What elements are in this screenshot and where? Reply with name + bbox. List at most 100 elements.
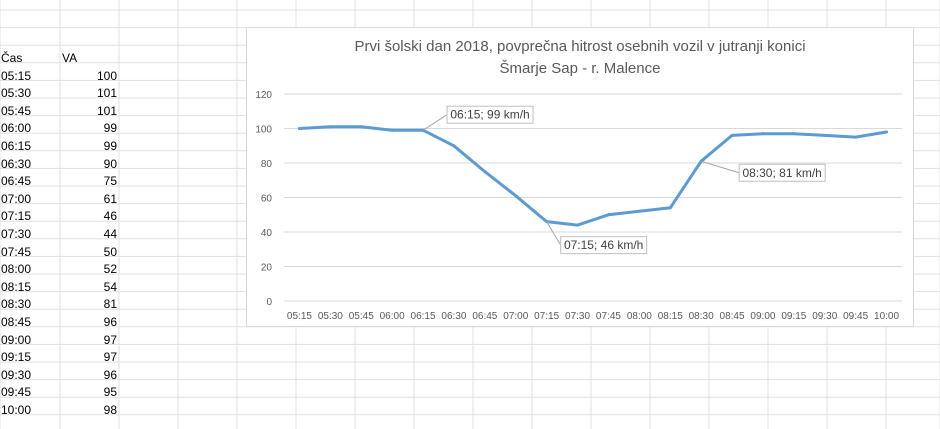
cell-value[interactable]: 50 — [103, 244, 117, 259]
cell-value[interactable]: 75 — [103, 174, 117, 189]
y-tick-label: 60 — [261, 194, 273, 205]
annotation-box — [446, 105, 534, 124]
cell-time[interactable]: 09:15 — [1, 350, 32, 365]
chart-subtitle: Šmarje Sap - r. Malence — [499, 60, 661, 77]
cell-time[interactable]: 07:30 — [1, 226, 32, 241]
cell-value[interactable]: 81 — [103, 297, 117, 312]
cell-value[interactable]: 99 — [103, 121, 117, 136]
data-point[interactable] — [792, 132, 796, 136]
cell-value[interactable]: 44 — [103, 226, 117, 241]
data-point[interactable] — [483, 170, 487, 174]
x-tick-label: 06:30 — [441, 311, 466, 322]
cell-time[interactable]: 10:00 — [1, 402, 32, 417]
y-tick-label: 40 — [261, 228, 273, 239]
x-tick-label: 07:15 — [534, 311, 559, 322]
cell-time[interactable]: 06:30 — [1, 156, 32, 171]
cell-value[interactable]: 96 — [103, 367, 117, 382]
annotation-leader — [546, 221, 562, 246]
cell-value[interactable]: 90 — [103, 156, 117, 171]
x-tick-label: 05:15 — [287, 311, 312, 322]
data-point[interactable] — [606, 213, 610, 217]
annotation-label: 07:15; 46 km/h — [564, 238, 643, 252]
data-point[interactable] — [761, 132, 765, 136]
annotation-label: 08:30; 81 km/h — [742, 166, 821, 180]
data-point[interactable] — [514, 194, 518, 198]
x-tick-label: 09:30 — [812, 311, 837, 322]
data-point[interactable] — [576, 223, 580, 227]
cell-time[interactable]: 08:30 — [1, 297, 32, 312]
cell-time[interactable]: 09:00 — [1, 332, 32, 347]
x-tick-label: 08:15 — [658, 311, 683, 322]
cell-value[interactable]: 95 — [103, 385, 117, 400]
data-point[interactable] — [854, 135, 858, 139]
cell-value[interactable]: 61 — [103, 191, 117, 206]
x-tick-label: 09:15 — [781, 311, 806, 322]
cell-value[interactable]: 54 — [103, 279, 117, 294]
cell-time[interactable]: 05:15 — [1, 68, 32, 83]
x-tick-label: 08:45 — [720, 311, 745, 322]
cell-value[interactable]: 97 — [103, 350, 117, 365]
cell-time[interactable]: 08:00 — [1, 262, 32, 277]
cell-time[interactable]: 06:15 — [1, 138, 32, 153]
cell-time[interactable]: 08:15 — [1, 279, 32, 294]
x-tick-label: 07:00 — [503, 311, 528, 322]
y-tick-label: 0 — [266, 297, 272, 308]
cell-value[interactable]: 52 — [103, 262, 117, 277]
annotation-leader — [422, 114, 448, 131]
cell-time[interactable]: 09:30 — [1, 367, 32, 382]
data-point[interactable] — [328, 125, 332, 129]
y-tick-label: 100 — [255, 125, 272, 136]
x-tick-label: 09:45 — [843, 311, 868, 322]
x-tick-label: 07:45 — [596, 311, 621, 322]
cell-time[interactable]: 09:45 — [1, 385, 32, 400]
x-tick-label: 08:00 — [627, 311, 652, 322]
y-tick-label: 80 — [261, 159, 273, 170]
cell-time[interactable]: 07:45 — [1, 244, 32, 259]
data-point[interactable] — [730, 133, 734, 137]
cell-value[interactable]: 101 — [96, 86, 117, 101]
data-point[interactable] — [885, 130, 889, 134]
y-tick-label: 20 — [261, 263, 273, 274]
annotation-label: 06:15; 99 km/h — [450, 108, 529, 122]
data-point[interactable] — [390, 128, 394, 132]
series-line[interactable] — [298, 125, 888, 227]
data-point[interactable] — [359, 125, 363, 129]
cell-value[interactable]: 99 — [103, 138, 117, 153]
cell-time[interactable]: 06:45 — [1, 174, 32, 189]
data-point[interactable] — [637, 209, 641, 213]
x-tick-label: 05:30 — [318, 311, 343, 322]
cell-value[interactable]: 100 — [96, 68, 117, 83]
y-tick-label: 120 — [255, 90, 272, 101]
annotation-box — [560, 236, 648, 255]
data-point[interactable] — [668, 206, 672, 210]
chart-container[interactable]: Prvi šolski dan 2018, povprečna hitrost … — [246, 27, 914, 327]
x-tick-label: 05:45 — [349, 311, 374, 322]
data-point[interactable] — [823, 133, 827, 137]
cell-time[interactable]: 07:15 — [1, 209, 32, 224]
annotation-leader — [701, 160, 740, 174]
cell-time[interactable]: 08:45 — [1, 314, 32, 329]
chart-plot: 0 20 40 60 80 100 120 05:15 05:30 05:45 06:00 06:15… — [255, 90, 902, 322]
x-tick-label: 08:30 — [689, 311, 714, 322]
x-tick-label: 09:00 — [750, 311, 775, 322]
header-time[interactable]: Čas — [1, 51, 23, 65]
cell-value[interactable]: 97 — [103, 332, 117, 347]
data-point[interactable] — [452, 144, 456, 148]
x-tick-label: 10:00 — [874, 311, 899, 322]
cell-time[interactable]: 05:30 — [1, 86, 32, 101]
x-tick-label: 06:15 — [411, 311, 436, 322]
cell-value[interactable]: 96 — [103, 314, 117, 329]
cell-value[interactable]: 98 — [103, 402, 117, 417]
cell-time[interactable]: 07:00 — [1, 191, 32, 206]
cell-value[interactable]: 101 — [96, 103, 117, 118]
chart-title: Prvi šolski dan 2018, povprečna hitrost … — [354, 38, 806, 55]
cell-time[interactable]: 06:00 — [1, 121, 32, 136]
header-value[interactable]: VA — [62, 51, 78, 65]
x-tick-label: 06:00 — [380, 311, 405, 322]
cell-time[interactable]: 05:45 — [1, 103, 32, 118]
cell-value[interactable]: 46 — [103, 209, 117, 224]
x-tick-label: 06:45 — [472, 311, 497, 322]
annotation-box — [738, 163, 826, 182]
x-tick-label: 07:30 — [565, 311, 590, 322]
data-point[interactable] — [297, 127, 301, 130]
